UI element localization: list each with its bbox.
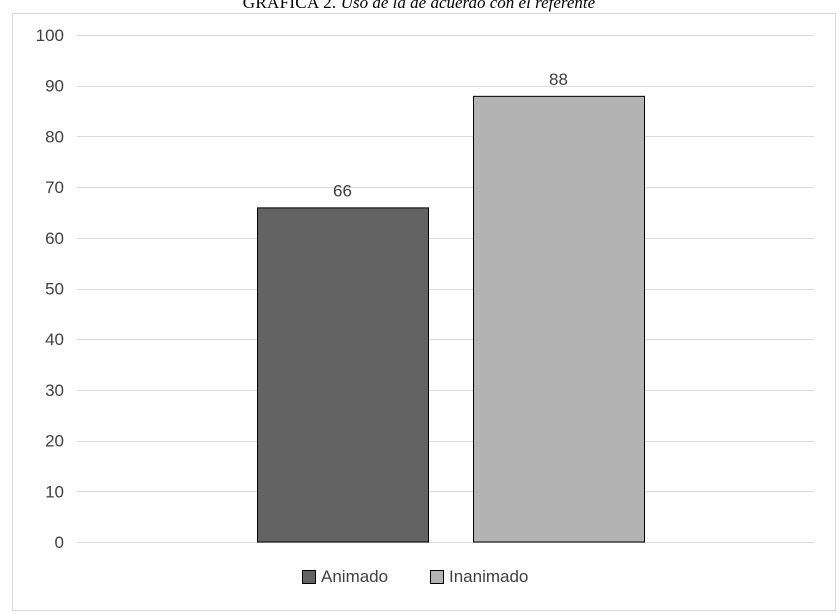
y-axis-tick-labels: 0 10 20 30 40 50 60 70 80 90 100: [36, 26, 64, 552]
bars: [257, 95, 645, 543]
chart-title-prefix: GRÁFICA 2.: [242, 0, 337, 12]
y-tick-label-60: 60: [45, 229, 64, 248]
chart-title: GRÁFICA 2. Uso de la de acuerdo con el r…: [0, 0, 838, 13]
y-tick-label-40: 40: [45, 330, 64, 349]
legend-swatch-inanimado: [430, 570, 444, 584]
y-tick-label-50: 50: [45, 280, 64, 299]
y-tick-label-20: 20: [45, 432, 64, 451]
y-tick-label-80: 80: [45, 127, 64, 146]
legend-label-animado: Animado: [321, 567, 388, 586]
gridlines: [77, 35, 814, 543]
chart-frame: [12, 13, 836, 611]
chart-title-text: Uso de la de acuerdo con el referente: [336, 0, 596, 12]
legend: Animado Inanimado: [302, 567, 528, 586]
bar-animado: [257, 207, 429, 543]
data-label-inanimado: 88: [549, 70, 568, 89]
y-tick-label-70: 70: [45, 178, 64, 197]
y-tick-label-30: 30: [45, 381, 64, 400]
data-labels: 66 88: [333, 70, 568, 201]
y-tick-label-10: 10: [45, 482, 64, 501]
y-tick-label-0: 0: [55, 533, 64, 552]
legend-swatch-animado: [302, 570, 316, 584]
y-tick-label-100: 100: [36, 26, 64, 45]
y-tick-label-90: 90: [45, 77, 64, 96]
legend-label-inanimado: Inanimado: [449, 567, 528, 586]
data-label-animado: 66: [333, 181, 352, 200]
bar-inanimado: [473, 95, 645, 543]
